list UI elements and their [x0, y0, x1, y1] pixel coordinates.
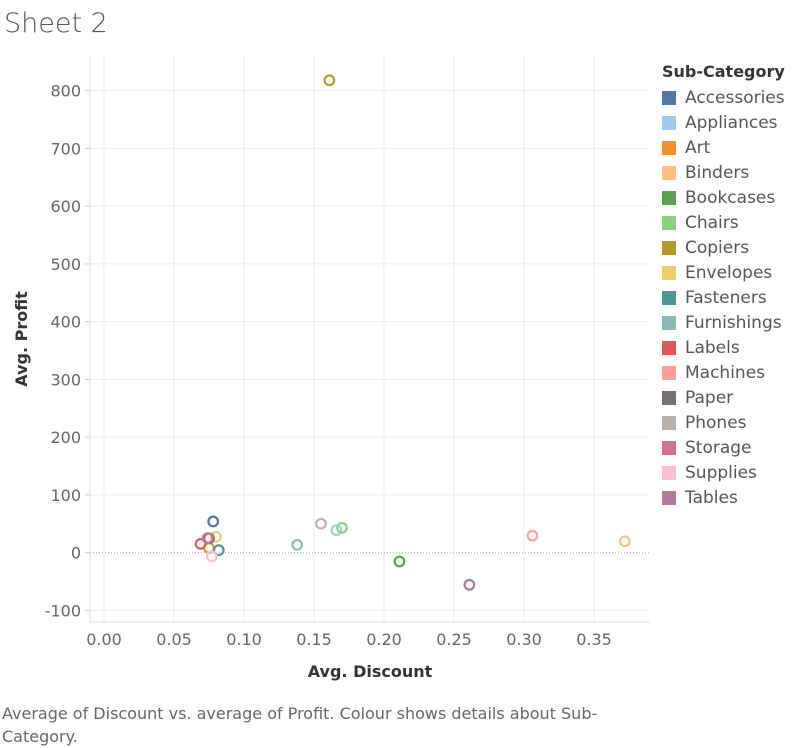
legend-title: Sub-Category — [662, 62, 785, 81]
data-point-labels[interactable] — [194, 538, 207, 550]
legend-item-supplies[interactable]: Supplies — [662, 460, 785, 485]
legend-label: Furnishings — [685, 312, 782, 333]
x-axis-title: Avg. Discount — [308, 662, 433, 681]
legend-item-chairs[interactable]: Chairs — [662, 210, 785, 235]
legend-label: Bookcases — [685, 187, 776, 208]
legend-label: Accessories — [685, 87, 785, 108]
legend-swatch — [662, 390, 676, 405]
legend-label: Storage — [685, 437, 752, 458]
x-tick-label: 0.15 — [296, 630, 332, 649]
grid-lines — [90, 56, 650, 622]
y-tick-label: 400 — [50, 313, 81, 332]
legend-item-furnishings[interactable]: Furnishings — [662, 310, 785, 335]
y-tick-label: 0 — [71, 544, 81, 563]
legend-swatch — [662, 115, 676, 130]
legend-label: Paper — [685, 387, 734, 408]
legend-swatch — [662, 90, 676, 105]
legend-label: Tables — [685, 487, 738, 508]
legend-label: Fasteners — [685, 287, 767, 308]
legend-label: Supplies — [685, 462, 757, 483]
data-point-bookcases[interactable] — [393, 555, 406, 568]
legend-label: Art — [685, 137, 711, 158]
legend-item-copiers[interactable]: Copiers — [662, 235, 785, 260]
x-tick-label: 0.30 — [506, 630, 542, 649]
legend-swatch — [662, 240, 676, 255]
data-point-fasteners[interactable] — [212, 544, 225, 557]
legend-swatch — [662, 440, 676, 455]
y-tick-label: 300 — [50, 370, 81, 389]
y-tick-label: 200 — [50, 428, 81, 447]
legend: Sub-Category Accessories Appliances Art Bin… — [662, 62, 785, 510]
legend-item-paper[interactable]: Paper — [662, 385, 785, 410]
y-tick-label: 600 — [50, 197, 81, 216]
x-tick-label: 0.20 — [366, 630, 402, 649]
legend-item-phones[interactable]: Phones — [662, 410, 785, 435]
y-axis-title: Avg. Profit — [12, 291, 31, 387]
legend-swatch — [662, 215, 676, 230]
legend-item-binders[interactable]: Binders — [662, 160, 785, 185]
legend-item-tables[interactable]: Tables — [662, 485, 785, 510]
legend-swatch — [662, 415, 676, 430]
data-point-furnishings[interactable] — [291, 538, 304, 551]
data-point-phones[interactable] — [315, 517, 327, 530]
y-tick-label: 500 — [50, 255, 81, 274]
data-point-binders[interactable] — [618, 535, 631, 548]
y-tick-label: 800 — [50, 82, 81, 101]
legend-swatch — [662, 490, 676, 505]
data-point-machines[interactable] — [526, 529, 539, 542]
data-point-tables[interactable] — [463, 578, 476, 591]
x-tick-label: 0.25 — [436, 630, 472, 649]
legend-label: Envelopes — [685, 262, 773, 283]
legend-swatch — [662, 140, 676, 155]
legend-item-accessories[interactable]: Accessories — [662, 85, 785, 110]
legend-swatch — [662, 165, 676, 180]
legend-swatch — [662, 290, 676, 305]
legend-swatch — [662, 365, 676, 380]
y-tick-label: 100 — [50, 486, 81, 505]
scatter-chart[interactable]: 0.00 0.05 0.10 0.15 0.20 0.25 0.30 0.35 800 700 60… — [0, 0, 801, 700]
legend-label: Machines — [685, 362, 766, 383]
x-tick-label: 0.10 — [226, 630, 262, 649]
legend-label: Copiers — [685, 237, 750, 258]
y-tick-label: 700 — [50, 139, 81, 158]
legend-item-envelopes[interactable]: Envelopes — [662, 260, 785, 285]
legend-label: Labels — [685, 337, 740, 358]
legend-swatch — [662, 340, 676, 355]
legend-item-bookcases[interactable]: Bookcases — [662, 185, 785, 210]
legend-swatch — [662, 465, 676, 480]
legend-item-fasteners[interactable]: Fasteners — [662, 285, 785, 310]
legend-item-storage[interactable]: Storage — [662, 435, 785, 460]
legend-label: Chairs — [685, 212, 739, 233]
legend-label: Phones — [685, 412, 747, 433]
sheet-title: Sheet 2 — [4, 8, 108, 39]
legend-swatch — [662, 265, 676, 280]
legend-swatch — [662, 190, 676, 205]
legend-swatch — [662, 315, 676, 330]
x-tick-label: 0.05 — [156, 630, 192, 649]
legend-label: Binders — [685, 162, 750, 183]
chart-caption: Average of Discount vs. average of Profi… — [2, 704, 598, 746]
x-tick-label: 0.35 — [576, 630, 612, 649]
legend-item-appliances[interactable]: Appliances — [662, 110, 785, 135]
data-point-supplies[interactable] — [205, 550, 218, 563]
legend-label: Appliances — [685, 112, 778, 133]
data-point-copiers[interactable] — [323, 74, 336, 87]
legend-item-art[interactable]: Art — [662, 135, 785, 160]
data-point-accessories[interactable] — [207, 515, 220, 528]
axes: 0.00 0.05 0.10 0.15 0.20 0.25 0.30 0.35 800 700 60… — [45, 56, 650, 649]
legend-items: Accessories Appliances Art Binders Bookcases… — [662, 85, 785, 510]
legend-item-machines[interactable]: Machines — [662, 360, 785, 385]
data-point-storage[interactable] — [201, 532, 214, 545]
x-tick-label: 0.00 — [86, 630, 122, 649]
data-points — [194, 74, 631, 591]
data-point-chairs[interactable] — [336, 521, 348, 534]
legend-item-labels[interactable]: Labels — [662, 335, 785, 360]
data-point-appliances[interactable] — [330, 524, 343, 537]
y-tick-label: -100 — [45, 601, 81, 620]
